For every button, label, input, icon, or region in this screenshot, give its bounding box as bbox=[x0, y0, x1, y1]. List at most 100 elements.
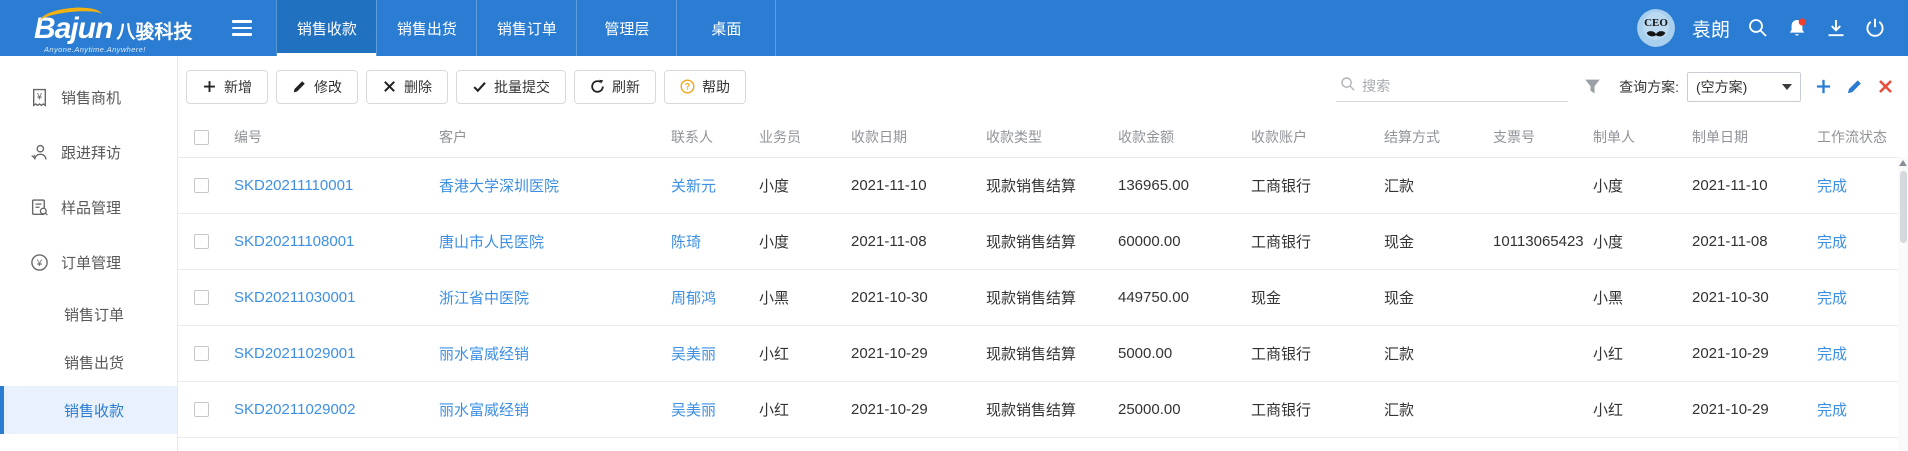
cell-doc-no[interactable]: SKD20211110001 bbox=[230, 157, 435, 214]
column-header-receipt-date[interactable]: 收款日期 bbox=[847, 117, 982, 158]
x-icon bbox=[382, 79, 397, 94]
cell-salesperson: 小红 bbox=[755, 325, 847, 382]
cell-doc-no[interactable]: SKD20211108001 bbox=[230, 213, 435, 270]
row-checkbox[interactable] bbox=[194, 402, 209, 418]
top-tab-3[interactable]: 销售订单 bbox=[476, 0, 576, 56]
filter-funnel-icon[interactable] bbox=[1584, 78, 1601, 95]
cell-contact[interactable]: 关新元 bbox=[667, 157, 755, 214]
sidebar-item-1[interactable]: ¥ 销售商机 bbox=[0, 70, 177, 125]
sidebar-item-5[interactable]: 销售订单 bbox=[0, 290, 177, 338]
column-header-account[interactable]: 收款账户 bbox=[1247, 117, 1380, 158]
column-header-amount[interactable]: 收款金额 bbox=[1114, 117, 1247, 158]
toolbar-button-label: 删除 bbox=[404, 78, 432, 95]
brand-tagline: Anyone.Anytime.Anywhere! bbox=[44, 45, 146, 54]
cell-workflow-status[interactable]: 完成 bbox=[1813, 157, 1908, 214]
cell-contact[interactable]: 陈琦 bbox=[667, 213, 755, 270]
cell-cheque-no bbox=[1489, 157, 1589, 214]
row-select-cell bbox=[178, 269, 230, 326]
cell-workflow-status[interactable]: 完成 bbox=[1813, 325, 1908, 382]
cell-salesperson: 小度 bbox=[755, 157, 847, 214]
sidebar-item-4[interactable]: ¥ 订单管理 bbox=[0, 235, 177, 290]
cell-contact[interactable]: 周郁鸿 bbox=[667, 269, 755, 326]
select-all-checkbox[interactable] bbox=[194, 130, 209, 146]
add-plan-icon[interactable] bbox=[1815, 78, 1832, 95]
cell-receipt-date: 2021-10-30 bbox=[847, 269, 982, 326]
row-checkbox[interactable] bbox=[194, 234, 209, 250]
download-icon[interactable] bbox=[1825, 17, 1847, 39]
query-plan-select[interactable]: (空方案) bbox=[1687, 71, 1801, 102]
sidebar-item-3[interactable]: 样品管理 bbox=[0, 180, 177, 235]
toolbar-button-label: 新增 bbox=[224, 78, 252, 95]
topbar: Bajun 八骏科技 Anyone.Anytime.Anywhere! 销售收款… bbox=[0, 0, 1908, 56]
cell-customer[interactable]: 丽水富威经销 bbox=[435, 381, 667, 438]
cell-creator: 小黑 bbox=[1589, 269, 1688, 326]
cell-doc-no[interactable]: SKD20211030001 bbox=[230, 269, 435, 326]
cell-workflow-status[interactable]: 完成 bbox=[1813, 381, 1908, 438]
delete-plan-icon[interactable] bbox=[1877, 78, 1894, 95]
toolbar-button-3[interactable]: 删除 bbox=[366, 69, 448, 104]
app-logo[interactable]: Bajun 八骏科技 Anyone.Anytime.Anywhere! bbox=[0, 0, 206, 56]
hamburger-menu-icon[interactable] bbox=[222, 8, 262, 48]
column-header-workflow-status[interactable]: 工作流状态 bbox=[1813, 117, 1908, 158]
top-tab-5[interactable]: 桌面 bbox=[676, 0, 777, 56]
sidebar-item-7[interactable]: 销售收款 bbox=[0, 386, 177, 434]
top-nav-tabs: 销售收款 销售出货 销售订单 管理层 桌面 bbox=[276, 0, 777, 56]
cell-contact[interactable]: 吴美丽 bbox=[667, 381, 755, 438]
top-tab-2[interactable]: 销售出货 bbox=[376, 0, 476, 56]
query-plan-value: (空方案) bbox=[1696, 78, 1748, 95]
toolbar-button-2[interactable]: 修改 bbox=[276, 69, 358, 104]
vertical-scrollbar[interactable] bbox=[1898, 157, 1908, 451]
column-header-create-date[interactable]: 制单日期 bbox=[1688, 117, 1813, 158]
column-header-creator[interactable]: 制单人 bbox=[1589, 117, 1688, 158]
row-checkbox[interactable] bbox=[194, 178, 209, 194]
scrollbar-thumb[interactable] bbox=[1899, 171, 1907, 243]
toolbar-button-6[interactable]: ? 帮助 bbox=[664, 69, 746, 104]
cell-receipt-type: 现款销售结算 bbox=[982, 213, 1114, 270]
cell-doc-no[interactable]: SKD20211029001 bbox=[230, 325, 435, 382]
table-row: SKD20211108001 唐山市人民医院 陈琦 小度 2021-11-08 现款销售结… bbox=[178, 213, 1908, 270]
cell-customer[interactable]: 浙江省中医院 bbox=[435, 269, 667, 326]
cell-contact[interactable]: 吴美丽 bbox=[667, 325, 755, 382]
cell-amount: 5000.00 bbox=[1114, 325, 1247, 382]
table-row: SKD20211029002 丽水富威经销 吴美丽 小红 2021-10-29 现款销售结… bbox=[178, 381, 1908, 438]
cell-doc-no[interactable]: SKD20211029002 bbox=[230, 381, 435, 438]
row-checkbox[interactable] bbox=[194, 346, 209, 362]
column-header-doc-no[interactable]: 编号 bbox=[230, 117, 435, 158]
toolbar-button-1[interactable]: 新增 bbox=[186, 69, 268, 104]
bell-icon[interactable] bbox=[1786, 17, 1808, 39]
top-tab-4[interactable]: 管理层 bbox=[576, 0, 676, 56]
column-header-customer[interactable]: 客户 bbox=[435, 117, 667, 158]
scroll-up-icon[interactable] bbox=[1899, 160, 1907, 166]
cell-salesperson: 小红 bbox=[755, 381, 847, 438]
row-select-cell bbox=[178, 381, 230, 438]
row-checkbox[interactable] bbox=[194, 290, 209, 306]
cell-settlement-method: 汇款 bbox=[1380, 325, 1489, 382]
sidebar-item-2[interactable]: 跟进拜访 bbox=[0, 125, 177, 180]
cell-workflow-status[interactable]: 完成 bbox=[1813, 269, 1908, 326]
sample-icon bbox=[30, 198, 49, 217]
search-input[interactable] bbox=[1362, 78, 1565, 94]
cell-workflow-status[interactable]: 完成 bbox=[1813, 213, 1908, 270]
toolbar-button-5[interactable]: 刷新 bbox=[574, 69, 656, 104]
cell-customer[interactable]: 唐山市人民医院 bbox=[435, 213, 667, 270]
cell-customer[interactable]: 香港大学深圳医院 bbox=[435, 157, 667, 214]
top-tab-1[interactable]: 销售收款 bbox=[276, 0, 377, 56]
avatar[interactable]: CEO bbox=[1636, 9, 1675, 47]
svg-text:¥: ¥ bbox=[36, 258, 43, 269]
sidebar-item-label: 销售收款 bbox=[64, 402, 125, 420]
sidebar-item-6[interactable]: 销售出货 bbox=[0, 338, 177, 386]
edit-plan-icon[interactable] bbox=[1846, 78, 1863, 95]
cell-creator: 小红 bbox=[1589, 381, 1688, 438]
column-header-cheque-no[interactable]: 支票号 bbox=[1489, 117, 1589, 158]
toolbar-button-4[interactable]: 批量提交 bbox=[456, 69, 566, 104]
user-name[interactable]: 袁朗 bbox=[1691, 19, 1730, 41]
cell-customer[interactable]: 丽水富威经销 bbox=[435, 325, 667, 382]
column-header-receipt-type[interactable]: 收款类型 bbox=[982, 117, 1114, 158]
column-header-salesperson[interactable]: 业务员 bbox=[755, 117, 847, 158]
brand-name-cn: 八骏科技 bbox=[116, 22, 193, 43]
search-icon[interactable] bbox=[1747, 17, 1769, 39]
column-header-contact[interactable]: 联系人 bbox=[667, 117, 755, 158]
column-header-settlement-method[interactable]: 结算方式 bbox=[1380, 117, 1489, 158]
power-icon[interactable] bbox=[1864, 17, 1886, 39]
cell-receipt-type: 现款销售结算 bbox=[982, 269, 1114, 326]
